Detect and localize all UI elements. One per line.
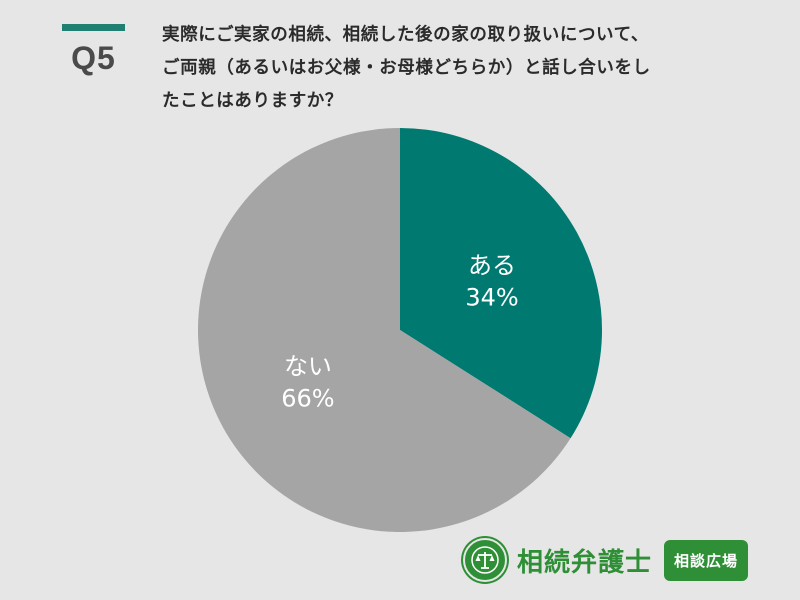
question-line-2: ご両親（あるいはお父様・お母様どちらか）と話し合いをし [162,58,651,78]
pie-slice-value-1: 34% [465,283,518,311]
pie-labels: ある 34% ない 66% [281,251,518,412]
question-text: 実際にご実家の相続、相続した後の家の取り扱いについて、 ご両親（あるいはお父様・… [162,19,772,118]
scales-icon [463,538,507,582]
pie-slices [198,128,602,532]
pie-slice-2 [198,128,571,532]
question-number: Q5 [71,40,116,76]
brand-name: 相続弁護士 [517,547,653,578]
question-line-3: たことはありますか？ [162,91,343,111]
pie-slice-1 [400,128,602,439]
question-line-1: 実際にご実家の相続、相続した後の家の取り扱いについて、 [162,25,649,45]
question-accent-bar [62,24,125,31]
pie-slice-value-2: 66% [281,385,334,413]
pie-slice-label-2: ない [284,353,332,381]
brand-badge: 相談広場 [664,539,749,581]
pie-slice-label-1: ある [468,251,516,279]
brand-logo: 相続弁護士 相談広場 [463,538,749,582]
